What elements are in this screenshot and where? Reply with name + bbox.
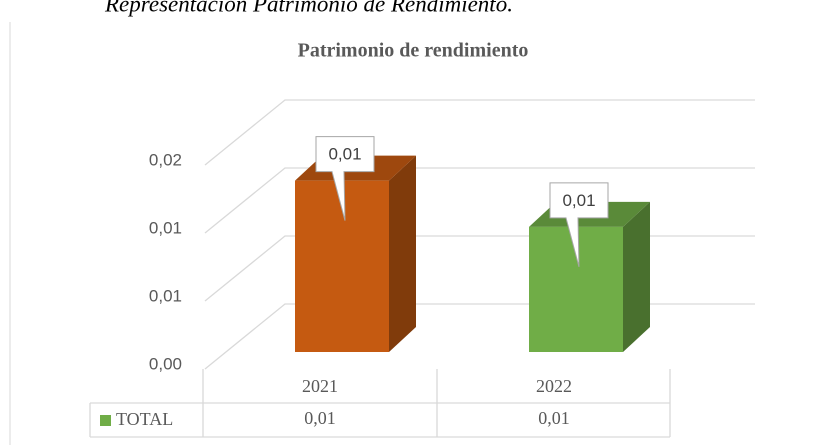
chart-title: Patrimonio de rendimiento — [298, 40, 529, 62]
x-tick-label: 2022 — [536, 376, 572, 396]
grid-line — [204, 167, 755, 234]
y-tick-label: 0,02 — [149, 150, 182, 169]
legend-key — [100, 415, 111, 426]
table-value: 0,01 — [304, 408, 336, 428]
y-tick-label: 0,01 — [149, 286, 182, 305]
grid-line — [204, 99, 755, 166]
data-label-box — [549, 182, 609, 268]
grid-line — [204, 235, 755, 302]
y-tick-label: 0,01 — [149, 218, 182, 237]
y-tick-label: 0,00 — [149, 354, 182, 373]
data-label-box — [315, 136, 375, 221]
data-label: 0,01 — [562, 191, 595, 210]
bar-side — [389, 155, 416, 352]
caption: Representación Patrimonio de Rendimiento… — [104, 0, 513, 16]
data-label: 0,01 — [328, 145, 361, 164]
legend-label: TOTAL — [116, 409, 173, 429]
grid-line — [204, 303, 755, 370]
table-value: 0,01 — [538, 408, 570, 428]
bar-side — [623, 201, 650, 352]
x-tick-label: 2021 — [302, 376, 338, 396]
